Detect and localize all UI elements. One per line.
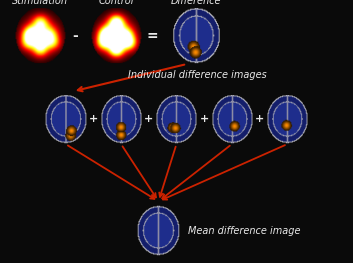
- Text: +: +: [255, 114, 264, 124]
- Text: =: =: [146, 29, 158, 43]
- Text: Difference: Difference: [171, 0, 221, 7]
- Text: +: +: [199, 114, 209, 124]
- Text: -: -: [72, 29, 78, 43]
- Text: +: +: [89, 114, 98, 124]
- Text: Stimulation: Stimulation: [12, 0, 68, 7]
- Text: Control: Control: [98, 0, 134, 7]
- Text: Individual difference images: Individual difference images: [128, 70, 267, 80]
- Text: Mean difference image: Mean difference image: [188, 225, 300, 235]
- Text: +: +: [144, 114, 153, 124]
